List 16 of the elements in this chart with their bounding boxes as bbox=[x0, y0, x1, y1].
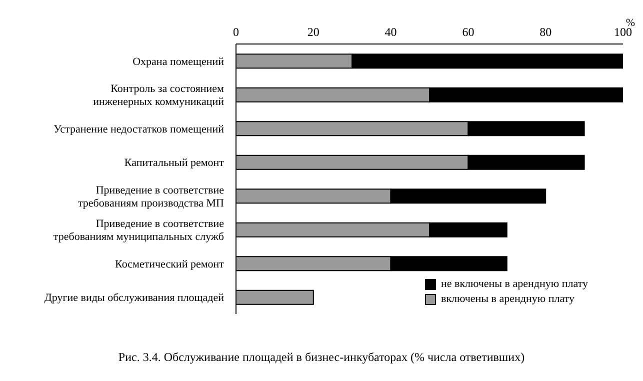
x-tick-label: 80 bbox=[540, 25, 552, 39]
x-tick-label: 20 bbox=[307, 25, 320, 39]
x-tick-label: 60 bbox=[462, 25, 474, 39]
y-tick-label: Контроль за состоянием инженерных коммуникаций bbox=[93, 83, 224, 108]
x-tick-label: 40 bbox=[384, 25, 397, 39]
y-tick-label: Охрана помещений bbox=[132, 56, 224, 68]
text: Рис. 3.4. Обслуживание площадей в бизнес-инкубаторах (% числа ответивших) bbox=[117, 350, 526, 365]
y-tick-label: Другие виды обслуживания площадей bbox=[44, 292, 224, 304]
legend-label: не включены в арендную плату bbox=[441, 278, 588, 290]
legend-label: включены в арендную плату bbox=[441, 293, 574, 305]
y-tick-label: Приведение в соответствие требованиям муниципальных служб bbox=[53, 218, 224, 244]
y-tick-label: Устранение недостатков помещений bbox=[54, 123, 224, 136]
y-tick-label: Приведение в соответствие требованиям производства МП bbox=[78, 184, 224, 210]
x-tick-label: 0 bbox=[233, 25, 239, 39]
y-tick-label: Капитальный ремонт bbox=[124, 157, 224, 170]
y-tick-label: Косметический ремонт bbox=[115, 258, 224, 270]
